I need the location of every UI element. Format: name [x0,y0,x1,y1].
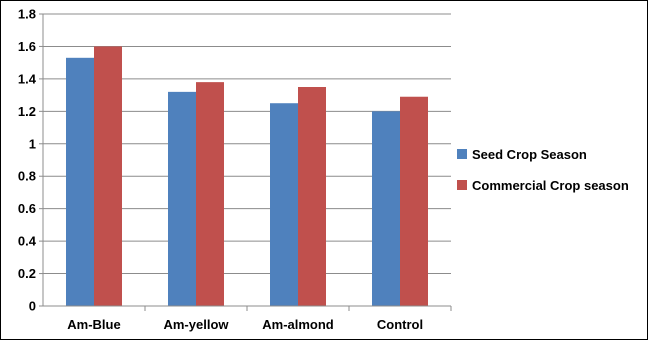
y-tick-label: 1 [29,136,36,151]
bar [168,91,196,306]
x-tick-label: Am-yellow [163,317,229,332]
bar [66,57,94,306]
y-tick-label: 0.8 [18,169,36,184]
bars [66,46,428,306]
legend-swatch [457,180,467,190]
bar [400,96,428,306]
x-tick-label: Am-Blue [67,317,120,332]
y-tick-label: 1.4 [18,71,37,86]
bar [270,103,298,306]
axes [39,13,452,311]
x-tick-labels: Am-Blue Am-yellow Am-almond Control [67,317,423,332]
y-tick-label: 0.4 [18,234,37,249]
x-tick-label: Control [377,317,423,332]
legend-label: Commercial Crop season [472,178,629,193]
bar [298,87,326,306]
y-tick-label: 0 [29,299,36,314]
bar [196,82,224,306]
y-tick-labels: 0 0.2 0.4 0.6 0.8 1 1.2 1.4 1.6 1.8 [18,7,37,314]
bar [372,111,400,306]
y-tick-label: 1.8 [18,7,36,22]
legend: Seed Crop Season Commercial Crop season [457,147,629,193]
y-tick-label: 0.6 [18,201,36,216]
legend-swatch [457,149,467,159]
y-tick-label: 1.2 [18,104,36,119]
bar [94,46,122,306]
y-tick-label: 0.2 [18,266,36,281]
legend-label: Seed Crop Season [472,147,587,162]
y-tick-label: 1.6 [18,39,36,54]
x-tick-label: Am-almond [262,317,334,332]
